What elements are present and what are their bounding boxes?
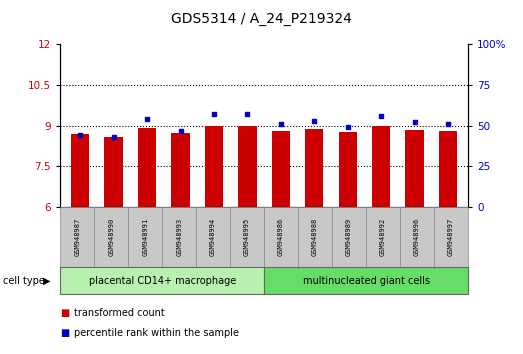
Text: ▶: ▶ [43,275,51,286]
Point [210,112,218,117]
Bar [105,137,123,207]
Text: GSM948997: GSM948997 [448,218,454,256]
Text: GSM948990: GSM948990 [108,218,114,256]
Point [143,116,151,122]
Text: GSM948994: GSM948994 [210,218,216,256]
Bar [338,132,357,207]
Bar [205,126,223,207]
Bar [138,128,156,207]
Point [76,133,84,138]
Text: GSM948986: GSM948986 [278,218,284,256]
Point [109,134,118,140]
Text: percentile rank within the sample: percentile rank within the sample [74,328,239,338]
Text: GSM948992: GSM948992 [380,218,386,256]
Bar [305,130,323,207]
Point [243,112,252,117]
Point [344,125,352,130]
Text: GSM948996: GSM948996 [414,218,420,256]
Bar [405,130,424,207]
Bar [372,126,390,207]
Bar [238,126,257,207]
Text: ■: ■ [60,328,70,338]
Text: GSM948995: GSM948995 [244,218,250,256]
Bar [271,131,290,207]
Point [277,121,285,127]
Text: GDS5314 / A_24_P219324: GDS5314 / A_24_P219324 [171,12,352,27]
Point [176,128,185,133]
Text: GSM948988: GSM948988 [312,218,318,256]
Text: GSM948991: GSM948991 [142,218,148,256]
Bar [71,135,89,207]
Bar [439,131,457,207]
Text: GSM948993: GSM948993 [176,218,182,256]
Point [444,121,452,127]
Point [310,118,319,124]
Text: cell type: cell type [3,275,48,286]
Text: transformed count: transformed count [74,308,165,318]
Point [377,113,385,119]
Text: GSM948987: GSM948987 [74,218,80,256]
Point [411,120,419,125]
Bar [172,133,190,207]
Text: multinucleated giant cells: multinucleated giant cells [303,275,429,286]
Text: placental CD14+ macrophage: placental CD14+ macrophage [88,275,236,286]
Text: ■: ■ [60,308,70,318]
Text: GSM948989: GSM948989 [346,218,352,256]
